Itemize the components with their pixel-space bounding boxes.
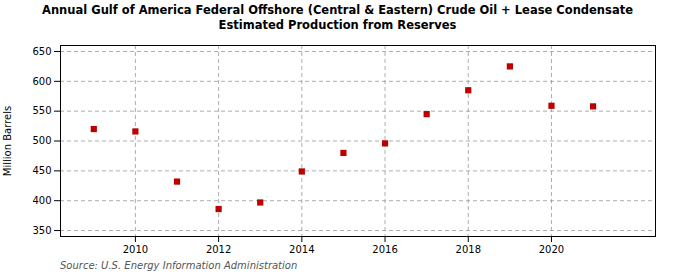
- svg-text:650: 650: [32, 46, 51, 57]
- html-text:Source: U.S. Energy Informatio: Source: U.S. Energy Information Administ…: [60, 259, 298, 271]
- svg-text:Million Barrels: Million Barrels: [2, 106, 13, 176]
- svg-text:500: 500: [32, 135, 51, 146]
- svg-text:2014: 2014: [289, 243, 314, 254]
- html-text:Annual Gulf of America Federal: Annual Gulf of America Federal Offshore …: [42, 3, 633, 32]
- svg-text:2012: 2012: [206, 243, 231, 254]
- svg-text:550: 550: [32, 105, 51, 116]
- svg-text:2020: 2020: [539, 243, 564, 254]
- svg-text:2016: 2016: [372, 243, 397, 254]
- svg-text:350: 350: [32, 225, 51, 236]
- svg-text:2018: 2018: [456, 243, 481, 254]
- svg-text:450: 450: [32, 165, 51, 176]
- svg-text:400: 400: [32, 195, 51, 206]
- svg-text:600: 600: [32, 75, 51, 86]
- svg-text:2010: 2010: [123, 243, 148, 254]
